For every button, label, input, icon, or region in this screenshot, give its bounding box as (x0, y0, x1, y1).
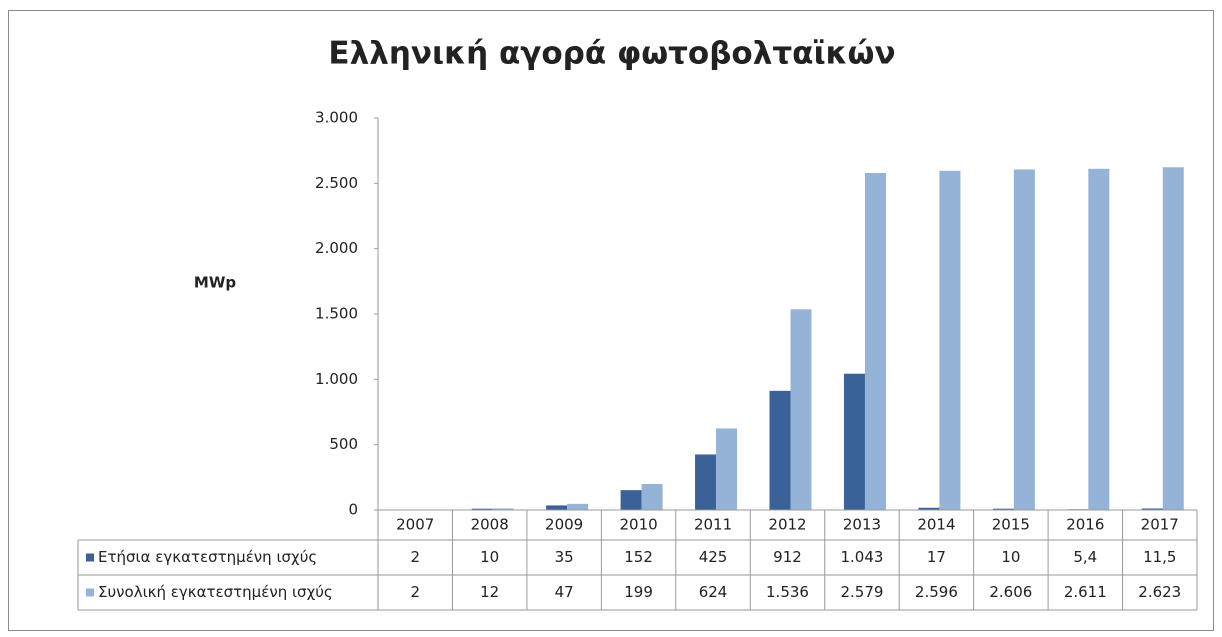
table-value: 5,4 (1073, 548, 1097, 566)
table-value: 2.623 (1138, 583, 1181, 601)
x-tick-label: 2013 (843, 516, 881, 534)
x-tick-label: 2010 (619, 516, 657, 534)
table-value: 10 (1001, 548, 1020, 566)
table-value: 2.579 (840, 583, 883, 601)
table-value: 2.596 (915, 583, 958, 601)
legend-label: Ετήσια εγκατεστημένη ισχύς (98, 548, 317, 566)
bar (992, 508, 1014, 510)
bar (1141, 508, 1163, 510)
bar (695, 454, 717, 510)
bar (471, 508, 493, 510)
table-value: 47 (555, 583, 574, 601)
table-value: 425 (699, 548, 728, 566)
x-tick-label: 2012 (768, 516, 806, 534)
table-value: 2 (410, 583, 420, 601)
table-value: 35 (555, 548, 574, 566)
x-tick-label: 2009 (545, 516, 583, 534)
bar (492, 508, 514, 510)
table-value: 1.536 (766, 583, 809, 601)
y-tick-label: 1.000 (315, 370, 358, 388)
x-tick-label: 2016 (1066, 516, 1104, 534)
bar (843, 373, 865, 510)
x-tick-label: 2008 (471, 516, 509, 534)
y-tick-label: 3.000 (315, 109, 358, 127)
bar (769, 390, 791, 510)
y-axis-label: MWp (194, 274, 236, 292)
table-value: 624 (699, 583, 728, 601)
legend-label: Συνολική εγκατεστημένη ισχύς (98, 583, 333, 601)
table-value: 2.611 (1064, 583, 1107, 601)
table-value: 10 (480, 548, 499, 566)
bar (641, 483, 663, 510)
bar (1013, 169, 1035, 510)
bar (567, 503, 589, 510)
y-tick-label: 1.500 (315, 305, 358, 323)
y-tick-label: 500 (329, 435, 358, 453)
x-tick-label: 2014 (917, 516, 955, 534)
bar (790, 309, 812, 510)
x-tick-label: 2015 (992, 516, 1030, 534)
x-tick-label: 2017 (1141, 516, 1179, 534)
table-value: 2.606 (989, 583, 1032, 601)
bar (918, 507, 940, 510)
bar (1088, 168, 1110, 510)
bar (716, 428, 738, 510)
bar (546, 505, 568, 510)
table-value: 1.043 (840, 548, 883, 566)
y-tick-label: 0 (348, 501, 358, 519)
table-value: 11,5 (1143, 548, 1176, 566)
x-tick-label: 2011 (694, 516, 732, 534)
legend-key (86, 588, 94, 597)
table-value: 17 (927, 548, 946, 566)
bar (939, 170, 961, 510)
legend-key (86, 553, 94, 562)
table-value: 912 (773, 548, 802, 566)
bar (620, 490, 642, 510)
table-value: 12 (480, 583, 499, 601)
bar (1162, 167, 1184, 510)
y-tick-label: 2.000 (315, 239, 358, 257)
chart-title: Ελληνική αγορά φωτοβολταϊκών (328, 36, 895, 72)
table-value: 152 (624, 548, 653, 566)
chart-border (8, 10, 1214, 631)
table-value: 199 (624, 583, 653, 601)
x-tick-label: 2007 (396, 516, 434, 534)
y-tick-label: 2.500 (315, 174, 358, 192)
table-value: 2 (410, 548, 420, 566)
bar (864, 173, 886, 510)
